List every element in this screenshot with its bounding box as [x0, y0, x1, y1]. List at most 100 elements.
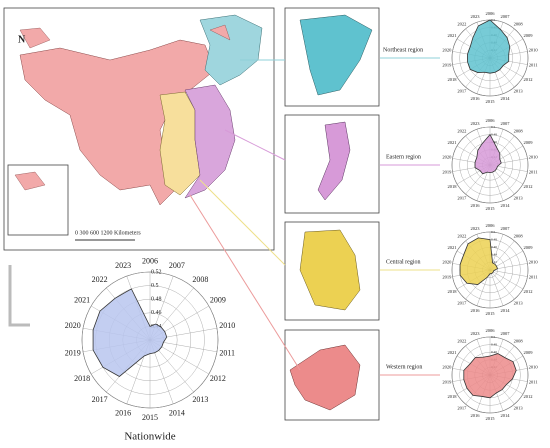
- axis-label: 2023: [471, 121, 481, 126]
- axis-label: 2016: [115, 409, 131, 418]
- axis-label: 2011: [529, 63, 538, 68]
- axis-label: 2010: [529, 364, 539, 369]
- axis-label: 2007: [500, 226, 510, 231]
- chart-title: Northeast region: [383, 47, 423, 53]
- axis-label: 2007: [500, 121, 510, 126]
- r-tick-label: 0.5: [491, 18, 496, 22]
- axis-label: 2012: [523, 289, 532, 294]
- axis-label: 2015: [486, 99, 496, 104]
- axis-label: 2009: [523, 245, 533, 250]
- axis-label: 2018: [448, 184, 458, 189]
- axis-label: 2008: [192, 275, 208, 284]
- axis-label: 2014: [500, 203, 510, 208]
- axis-label: 2013: [514, 406, 524, 411]
- axis-label: 2011: [529, 170, 538, 175]
- axis-label: 2016: [471, 96, 481, 101]
- axis-label: 2006: [142, 256, 158, 265]
- axis-label: 2008: [514, 233, 524, 238]
- spoke: [489, 269, 504, 306]
- axis-label: 2021: [74, 296, 90, 305]
- axis-label: 2022: [92, 275, 108, 284]
- axis-label: 2007: [500, 14, 510, 19]
- axis-label: 2015: [486, 206, 496, 211]
- axis-label: 2009: [523, 140, 533, 145]
- axis-label: 2019: [442, 275, 452, 280]
- axis-label: 2017: [457, 406, 467, 411]
- axis-label: 2021: [448, 350, 457, 355]
- axis-label: 2023: [471, 331, 481, 336]
- axis-label: 2015: [142, 413, 158, 422]
- axis-label: 2008: [514, 338, 524, 343]
- northeast-map: [299, 14, 373, 96]
- connector: [199, 179, 286, 266]
- axis-label: 2020: [442, 364, 452, 369]
- axis-label: 2022: [457, 233, 466, 238]
- chart-title: Eastern region: [386, 154, 421, 160]
- axis-label: 2021: [448, 140, 457, 145]
- axis-label: 2006: [486, 328, 496, 333]
- axis-label: 2016: [471, 308, 481, 313]
- inset-land: [14, 171, 46, 191]
- axis-label: 2022: [457, 21, 466, 26]
- axis-label: 2013: [514, 89, 524, 94]
- axis-label: 2020: [442, 259, 452, 264]
- axis-label: 2010: [219, 321, 235, 330]
- connector: [189, 194, 301, 371]
- axis-label: 2019: [442, 380, 452, 385]
- axis-label: 2013: [192, 395, 208, 404]
- r-tick-label: 0.46: [491, 350, 497, 354]
- eastern-map: [317, 121, 351, 201]
- spoke: [489, 269, 524, 290]
- spoke: [489, 269, 528, 277]
- axis-label: 2009: [210, 296, 226, 305]
- radar-area: [467, 19, 511, 74]
- central-map: [299, 229, 361, 311]
- chart-title: Western region: [386, 364, 422, 370]
- axis-label: 2015: [486, 311, 496, 316]
- axis-label: 2019: [442, 63, 452, 68]
- axis-label: 2017: [457, 301, 467, 306]
- axis-label: 2016: [471, 413, 481, 418]
- axis-label: 2016: [471, 203, 481, 208]
- r-tick-label: 0.42: [491, 260, 497, 264]
- r-tick-label: 0.48: [491, 132, 497, 136]
- axis-label: 2018: [448, 394, 458, 399]
- north-arrow: N: [18, 34, 26, 45]
- axis-label: 2012: [523, 184, 532, 189]
- axis-label: 2010: [529, 154, 539, 159]
- axis-label: 2019: [65, 348, 81, 357]
- axis-label: 2014: [169, 409, 185, 418]
- r-tick-label: 0.48: [491, 237, 497, 241]
- axis-label: 2017: [457, 196, 467, 201]
- axis-label: 2021: [448, 245, 457, 250]
- axis-label: 2011: [529, 380, 538, 385]
- axis-label: 2007: [169, 261, 185, 270]
- r-tick-label: 0.5: [491, 335, 496, 339]
- axis-label: 2018: [448, 77, 458, 82]
- flow-arrow: [8, 265, 30, 327]
- r-tick-label: 0.5: [491, 125, 496, 129]
- eastern-region: [184, 84, 236, 199]
- axis-label: 2010: [529, 47, 539, 52]
- axis-label: 2012: [523, 77, 532, 82]
- axis-label: 2013: [514, 301, 524, 306]
- axis-label: 2020: [442, 154, 452, 159]
- axis-label: 2009: [523, 33, 533, 38]
- connector: [224, 129, 286, 161]
- r-tick-label: 0.44: [491, 253, 497, 257]
- axis-label: 2019: [442, 170, 452, 175]
- axis-label: 2023: [471, 226, 481, 231]
- r-tick-label: 0.46: [151, 310, 162, 316]
- axis-label: 2006: [486, 118, 496, 123]
- r-tick-label: 0.46: [491, 245, 497, 249]
- chart-title: Central region: [386, 259, 421, 265]
- radar-area: [463, 353, 517, 399]
- axis-label: 2009: [523, 350, 533, 355]
- radar-area: [92, 288, 168, 377]
- axis-label: 2011: [219, 348, 235, 357]
- axis-label: 2011: [529, 275, 538, 280]
- radar-area: [459, 237, 498, 285]
- scale-label: 0 300 600 1200 Kilometers: [75, 230, 141, 236]
- axis-label: 2014: [500, 308, 510, 313]
